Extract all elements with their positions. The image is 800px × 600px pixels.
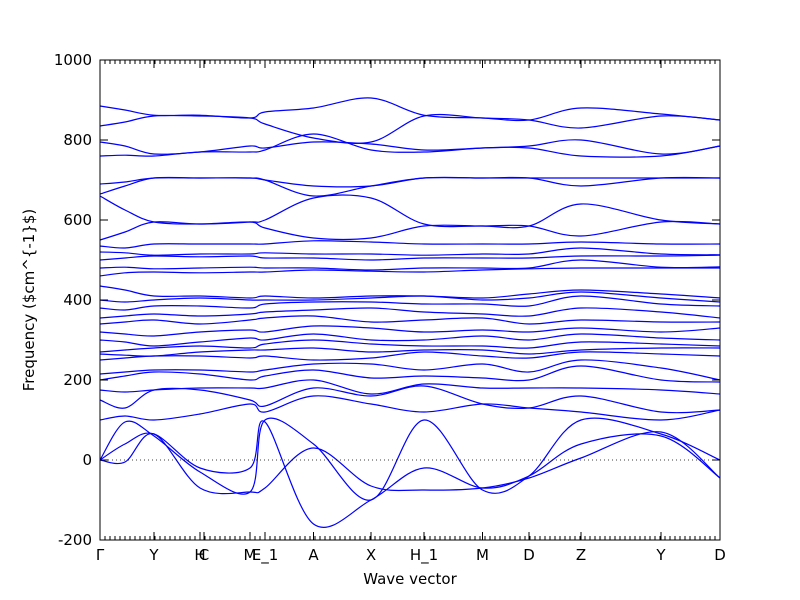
band-line-6 <box>99 379 721 395</box>
x-tick-label: M <box>244 546 257 564</box>
band-line-18 <box>99 285 721 299</box>
band-line-24 <box>99 220 721 241</box>
x-tick-label: A <box>308 546 319 564</box>
x-tick-label: C <box>199 546 209 564</box>
band-line-30 <box>99 113 721 144</box>
band-line-27 <box>99 176 720 188</box>
y-tick-label: 800 <box>63 131 92 149</box>
band-line-14 <box>99 315 721 325</box>
x-tick-label: Z <box>576 546 586 564</box>
band-line-22 <box>99 247 721 256</box>
y-tick-label: -200 <box>58 531 92 549</box>
x-tick-label: H <box>194 546 205 564</box>
band-line-7 <box>99 365 721 383</box>
band-line-1 <box>99 431 721 495</box>
band-line-20 <box>99 259 721 271</box>
x-tick-label: M <box>476 546 489 564</box>
band-line-25 <box>99 194 721 229</box>
band-lines <box>99 97 721 528</box>
x-tick-label: Γ <box>96 546 105 564</box>
x-tick-label: Y <box>148 546 159 564</box>
band-line-4 <box>99 395 721 421</box>
y-tick-labels: -200 0 200 400 600 800 1000 <box>54 51 92 549</box>
band-line-12 <box>99 333 721 347</box>
y-tick-label: 0 <box>82 451 92 469</box>
y-tick-label: 400 <box>63 291 92 309</box>
plot-frame <box>99 59 721 541</box>
band-line-10 <box>99 347 721 357</box>
x-tick-label: D <box>714 546 726 564</box>
band-line-5 <box>99 385 721 414</box>
y-axis-label: Frequency ($cm^{-1}$) <box>20 209 38 392</box>
y-tick-label: 1000 <box>54 51 92 69</box>
x-tick-label: D <box>523 546 535 564</box>
band-line-3 <box>99 417 721 501</box>
band-line-16 <box>99 295 721 311</box>
band-line-8 <box>99 359 721 381</box>
band-line-17 <box>99 291 721 303</box>
x-tick-label: Y <box>655 546 666 564</box>
x-tick-label: H_1 <box>410 546 438 565</box>
band-line-23 <box>99 240 721 249</box>
band-line-28 <box>99 133 721 158</box>
x-tick-label: E_1 <box>252 546 279 565</box>
band-line-13 <box>99 325 721 337</box>
x-tick-label: X <box>366 546 376 564</box>
band-line-31 <box>99 97 721 122</box>
band-line-19 <box>99 267 720 277</box>
y-tick-label: 600 <box>63 211 92 229</box>
band-line-11 <box>99 339 721 353</box>
band-line-2 <box>99 420 721 528</box>
band-line-15 <box>99 307 721 319</box>
y-tick-label: 200 <box>63 371 92 389</box>
band-line-21 <box>99 254 721 261</box>
x-tick-labels: Γ Y HC ME_1 A X H_1 M D Z Y D <box>96 546 726 565</box>
x-axis-label: Wave vector <box>363 570 457 588</box>
